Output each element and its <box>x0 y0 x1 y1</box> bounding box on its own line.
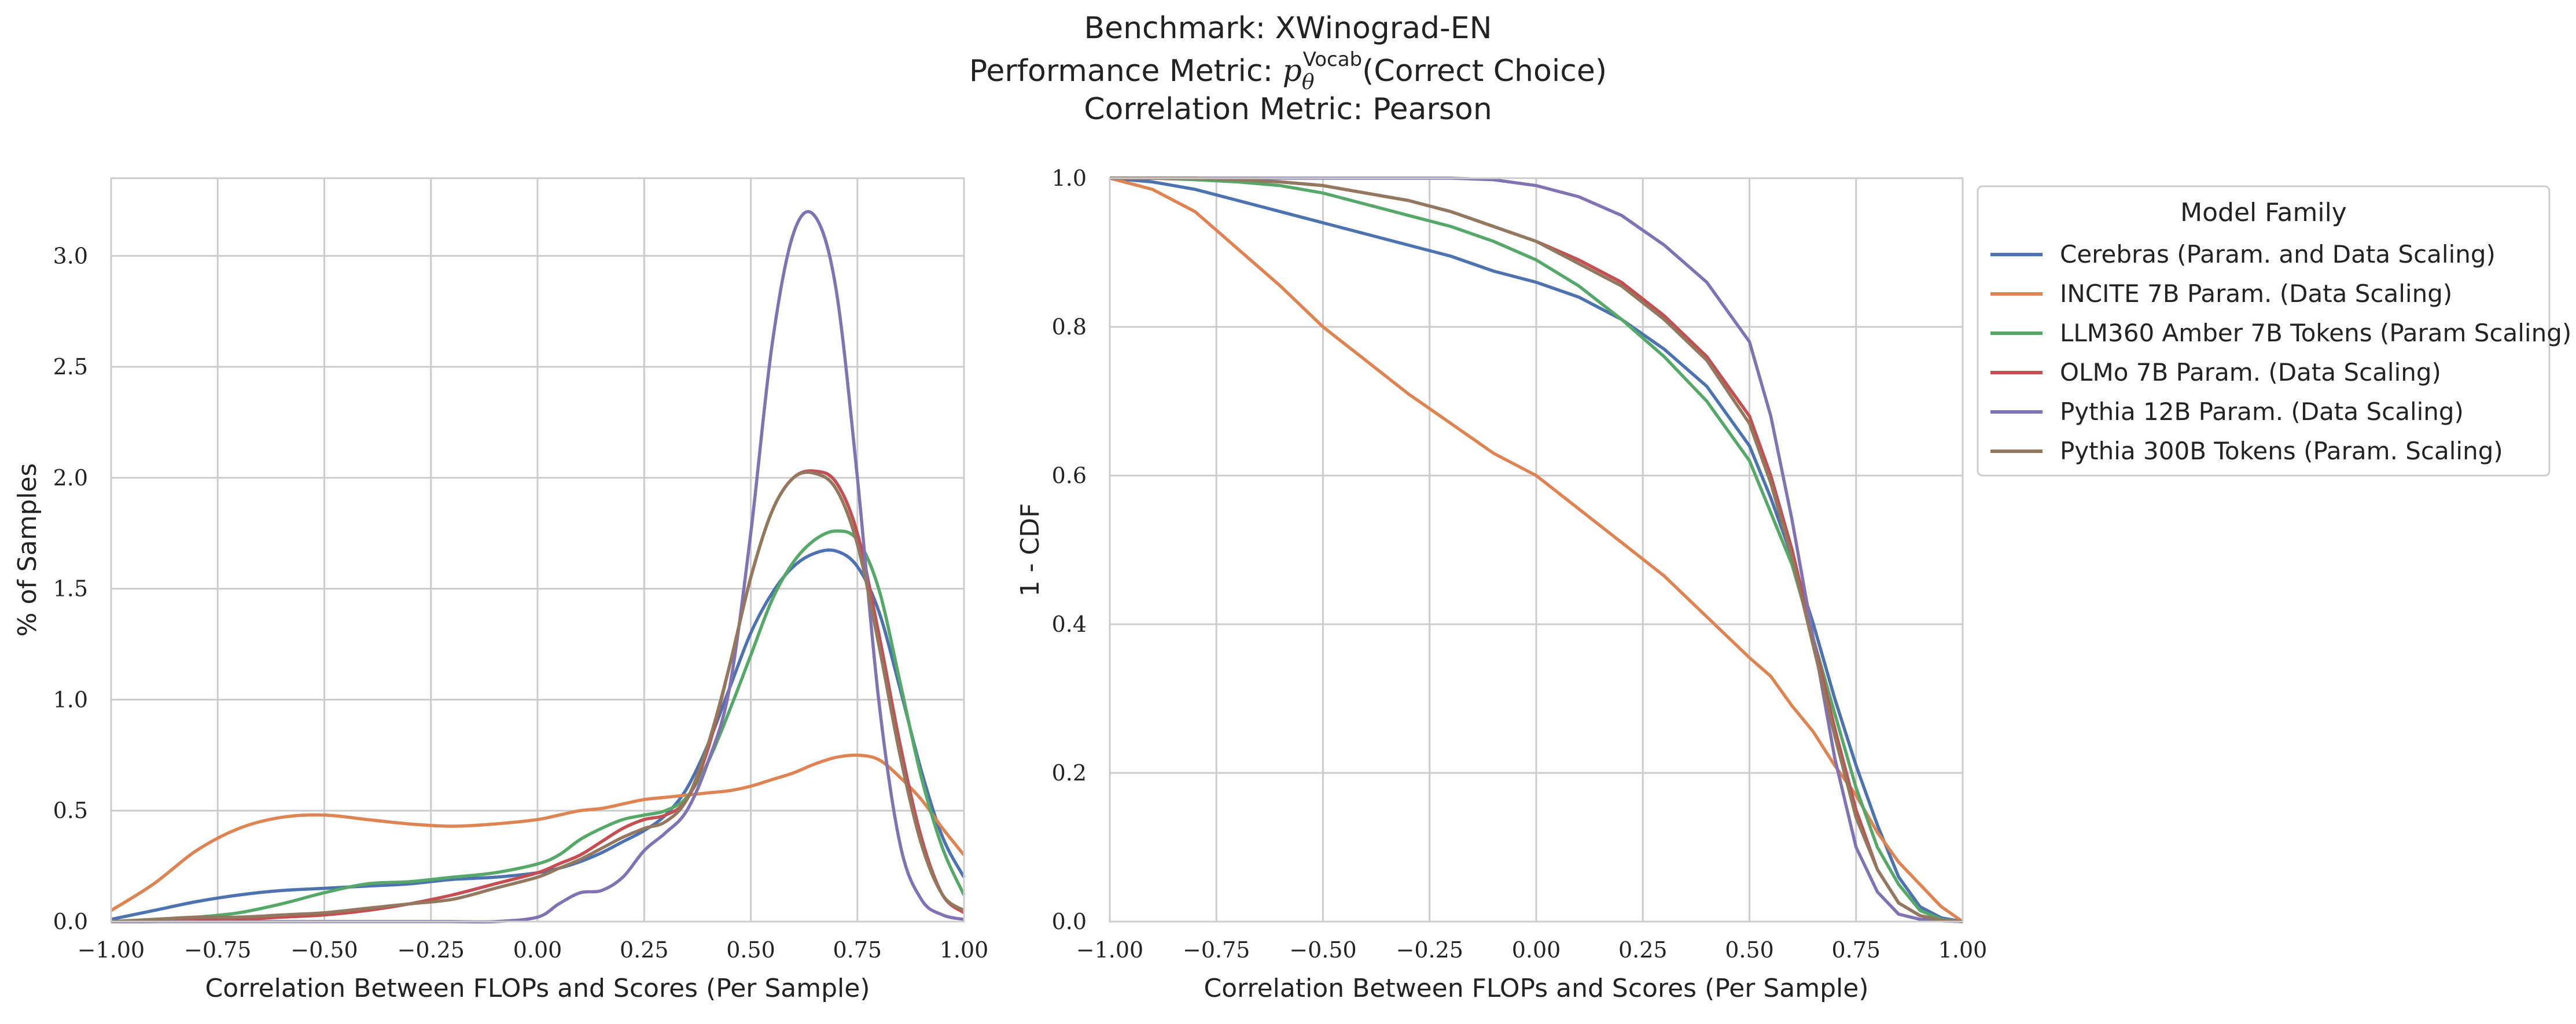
right-x-tick-label: 0.00 <box>1512 937 1561 963</box>
right-x-tick-label: −1.00 <box>1076 937 1143 963</box>
left-x-tick-label: −0.75 <box>184 937 251 963</box>
left-x-tick-label: −0.25 <box>398 937 465 963</box>
left-grid <box>110 178 965 923</box>
right-y-tick-label: 0.2 <box>1052 760 1087 786</box>
left-series-line-3 <box>111 469 965 924</box>
right-series-lines <box>1109 176 1964 923</box>
left-series-line-5 <box>111 470 965 923</box>
right-y-tick-label: 0.6 <box>1052 463 1087 488</box>
legend-label-2: LLM360 Amber 7B Tokens (Param Scaling) <box>2060 319 2571 347</box>
right-x-axis-label: Correlation Between FLOPs and Scores (Pe… <box>1204 974 1868 1003</box>
left-x-tick-label: 0.75 <box>833 937 882 963</box>
right-y-tick-labels: 0.0 0.2 0.4 0.6 0.8 1.0 <box>1052 165 1087 934</box>
legend: Model Family Cerebras (Param. and Data S… <box>1977 185 2571 477</box>
title-metric-symbol: p <box>1283 54 1302 89</box>
left-series-line-1 <box>110 753 966 912</box>
right-series-line-0 <box>1109 176 1963 923</box>
legend-entries: Cerebras (Param. and Data Scaling) INCITE… <box>1990 240 2571 465</box>
left-x-tick-label: 0.25 <box>620 937 669 963</box>
left-y-tick-label: 2.0 <box>53 465 88 491</box>
left-plot-frame <box>110 177 965 923</box>
right-survival-panel: −1.00 −0.75 −0.50 −0.25 0.00 0.25 0.50 0.75 1.00… <box>1015 165 1987 1003</box>
right-x-tick-label: 0.75 <box>1831 937 1881 963</box>
right-series-line-1 <box>1109 176 1964 923</box>
left-x-tick-label: −0.50 <box>290 937 358 963</box>
left-y-tick-labels: 0.0 0.5 1.0 1.5 2.0 2.5 3.0 <box>53 243 88 934</box>
left-x-axis-label: Correlation Between FLOPs and Scores (Pe… <box>205 974 870 1003</box>
left-x-tick-label: 0.50 <box>726 937 775 963</box>
right-x-tick-labels: −1.00 −0.75 −0.50 −0.25 0.00 0.25 0.50 0.75 1.00 <box>1076 937 1988 963</box>
left-y-axis-label: % of Samples <box>13 463 42 636</box>
legend-title: Model Family <box>2180 198 2347 227</box>
right-y-tick-label: 0.0 <box>1052 909 1087 934</box>
right-series-line-2 <box>1110 176 1963 923</box>
legend-label-5: Pythia 300B Tokens (Param. Scaling) <box>2060 437 2503 465</box>
right-x-tick-label: −0.75 <box>1183 937 1250 963</box>
right-y-tick-label: 0.8 <box>1052 314 1087 340</box>
left-y-tick-label: 0.5 <box>53 798 88 823</box>
title-metric: Performance Metric: pθVocab(Correct Choi… <box>969 48 1607 94</box>
left-y-tick-label: 3.0 <box>53 243 88 268</box>
left-y-tick-label: 1.5 <box>53 576 88 602</box>
right-series-line-5 <box>1110 176 1963 923</box>
right-y-tick-label: 1.0 <box>1052 165 1087 191</box>
right-y-tick-label: 0.4 <box>1052 612 1087 637</box>
title-correlation: Correlation Metric: Pearson <box>1084 92 1492 127</box>
title-metric-prefix: Performance Metric: <box>969 54 1283 89</box>
left-y-tick-label: 1.0 <box>53 687 88 712</box>
left-x-tick-label: 0.00 <box>513 937 562 963</box>
title-metric-sub: θ <box>1302 71 1315 94</box>
legend-label-4: Pythia 12B Param. (Data Scaling) <box>2060 397 2464 426</box>
left-y-tick-label: 2.5 <box>53 354 88 380</box>
left-y-tick-label: 0.0 <box>53 909 88 934</box>
right-x-tick-label: −0.25 <box>1396 937 1463 963</box>
right-x-tick-label: 0.25 <box>1618 937 1668 963</box>
left-series-line-2 <box>111 529 966 923</box>
title-metric-sup: Vocab <box>1303 48 1363 71</box>
left-series-line-0 <box>111 548 966 921</box>
left-x-tick-label: 1.00 <box>940 937 989 963</box>
legend-label-0: Cerebras (Param. and Data Scaling) <box>2060 240 2496 268</box>
right-grid <box>1109 177 1964 923</box>
legend-label-1: INCITE 7B Param. (Data Scaling) <box>2060 279 2452 308</box>
right-plot-frame <box>1109 177 1964 923</box>
figure-title: Benchmark: XWinograd-EN Performance Metr… <box>969 11 1607 127</box>
right-x-tick-label: 1.00 <box>1938 937 1988 963</box>
left-x-tick-labels: −1.00 −0.75 −0.50 −0.25 0.00 0.25 0.50 0.75 1.00 <box>78 937 989 963</box>
left-x-tick-label: −1.00 <box>78 937 145 963</box>
right-x-tick-label: −0.50 <box>1289 937 1356 963</box>
right-y-axis-label: 1 - CDF <box>1015 503 1045 597</box>
right-x-tick-label: 0.50 <box>1725 937 1774 963</box>
title-metric-suffix: (Correct Choice) <box>1362 54 1607 89</box>
title-benchmark: Benchmark: XWinograd-EN <box>1084 11 1492 46</box>
legend-label-3: OLMo 7B Param. (Data Scaling) <box>2060 358 2441 386</box>
left-density-panel: −1.00 −0.75 −0.50 −0.25 0.00 0.25 0.50 0.75 1.00… <box>13 177 989 1003</box>
legend-box <box>1977 185 2551 477</box>
